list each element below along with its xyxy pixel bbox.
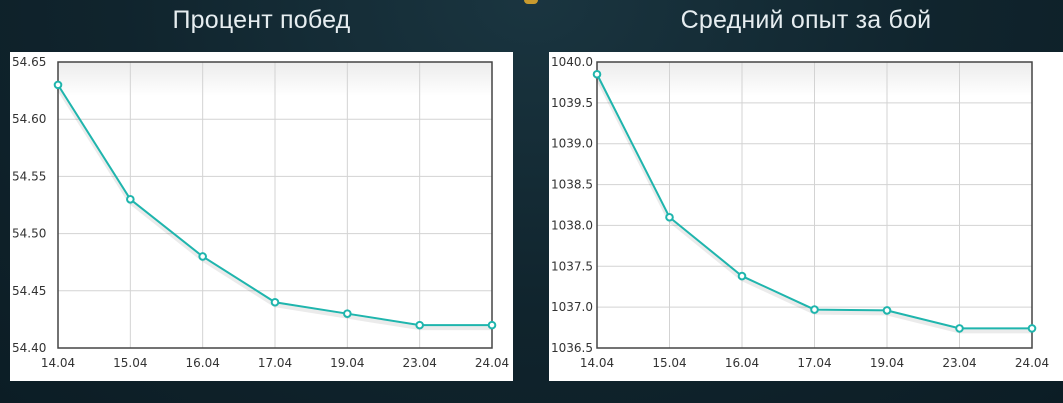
win-rate-y-tick-label: 54.65	[12, 55, 46, 69]
avg-exp-x-tick-label: 19.04	[870, 356, 904, 370]
avg-exp-chart: 1036.5 1037.0 1037.5 1038.0 1038.5 1039.0 1039…	[551, 55, 1049, 370]
win-rate-x-tick-label: 16.04	[185, 356, 219, 370]
avg-exp-y-tick-label: 1039.0	[551, 137, 593, 151]
win-rate-y-tick-label: 54.55	[12, 169, 46, 183]
win-rate-chart-card: 54.40 54.45 54.50 54.55 54.60 54.65 14.04 15.04…	[10, 52, 513, 381]
win-rate-x-tick-label: 17.04	[258, 356, 292, 370]
avg-exp-y-tick-label: 1037.5	[551, 259, 593, 273]
win-rate-data-point	[53, 80, 63, 90]
accent-mark	[524, 0, 538, 4]
avg-exp-y-tick-label: 1038.0	[551, 218, 593, 232]
win-rate-data-point	[415, 320, 424, 330]
win-rate-chart: 54.40 54.45 54.50 54.55 54.60 54.65 14.04 15.04…	[12, 55, 509, 370]
win-rate-data-point	[270, 297, 280, 307]
avg-exp-title: Средний опыт за бой	[680, 6, 932, 34]
win-rate-y-tick-label: 54.60	[12, 112, 46, 126]
avg-exp-x-tick-label: 23.04	[942, 356, 976, 370]
win-rate-x-tick-label: 14.04	[41, 356, 75, 370]
avg-exp-x-tick-label: 24.04	[1015, 356, 1049, 370]
avg-exp-x-tick-label: 17.04	[797, 356, 831, 370]
win-rate-plot-frame	[57, 61, 493, 349]
avg-exp-data-point	[737, 271, 747, 281]
win-rate-x-tick-label: 15.04	[113, 356, 147, 370]
win-rate-data-point	[198, 252, 207, 261]
avg-exp-y-tick-label: 1040.0	[551, 55, 593, 69]
win-rate-data-point	[343, 309, 352, 318]
win-rate-data-point	[487, 320, 497, 330]
win-rate-title: Процент побед	[172, 6, 351, 34]
avg-exp-data-point	[882, 306, 892, 315]
avg-exp-data-point	[665, 212, 674, 222]
avg-exp-data-point	[955, 324, 964, 333]
win-rate-x-tick-label: 23.04	[402, 356, 436, 370]
win-rate-data-point	[126, 194, 135, 204]
win-rate-x-tick-label: 19.04	[330, 356, 364, 370]
avg-exp-data-point	[1027, 324, 1037, 333]
avg-exp-y-tick-label: 1039.5	[551, 96, 593, 110]
avg-exp-data-point	[592, 69, 602, 79]
win-rate-y-tick-label: 54.45	[12, 284, 46, 298]
avg-exp-y-tick-label: 1037.0	[551, 300, 593, 314]
avg-exp-y-tick-label: 1036.5	[551, 341, 593, 355]
avg-exp-chart-card: 1036.5 1037.0 1037.5 1038.0 1038.5 1039.0 1039…	[549, 52, 1063, 381]
win-rate-y-tick-label: 54.40	[12, 341, 46, 355]
avg-exp-x-tick-label: 14.04	[580, 356, 614, 370]
avg-exp-y-tick-label: 1038.5	[551, 178, 593, 192]
avg-exp-x-tick-label: 16.04	[725, 356, 759, 370]
win-rate-x-tick-label: 24.04	[475, 356, 509, 370]
avg-exp-data-point	[810, 305, 819, 314]
win-rate-y-tick-label: 54.50	[12, 227, 46, 241]
avg-exp-plot-frame	[596, 61, 1033, 349]
avg-exp-x-tick-label: 15.04	[652, 356, 686, 370]
